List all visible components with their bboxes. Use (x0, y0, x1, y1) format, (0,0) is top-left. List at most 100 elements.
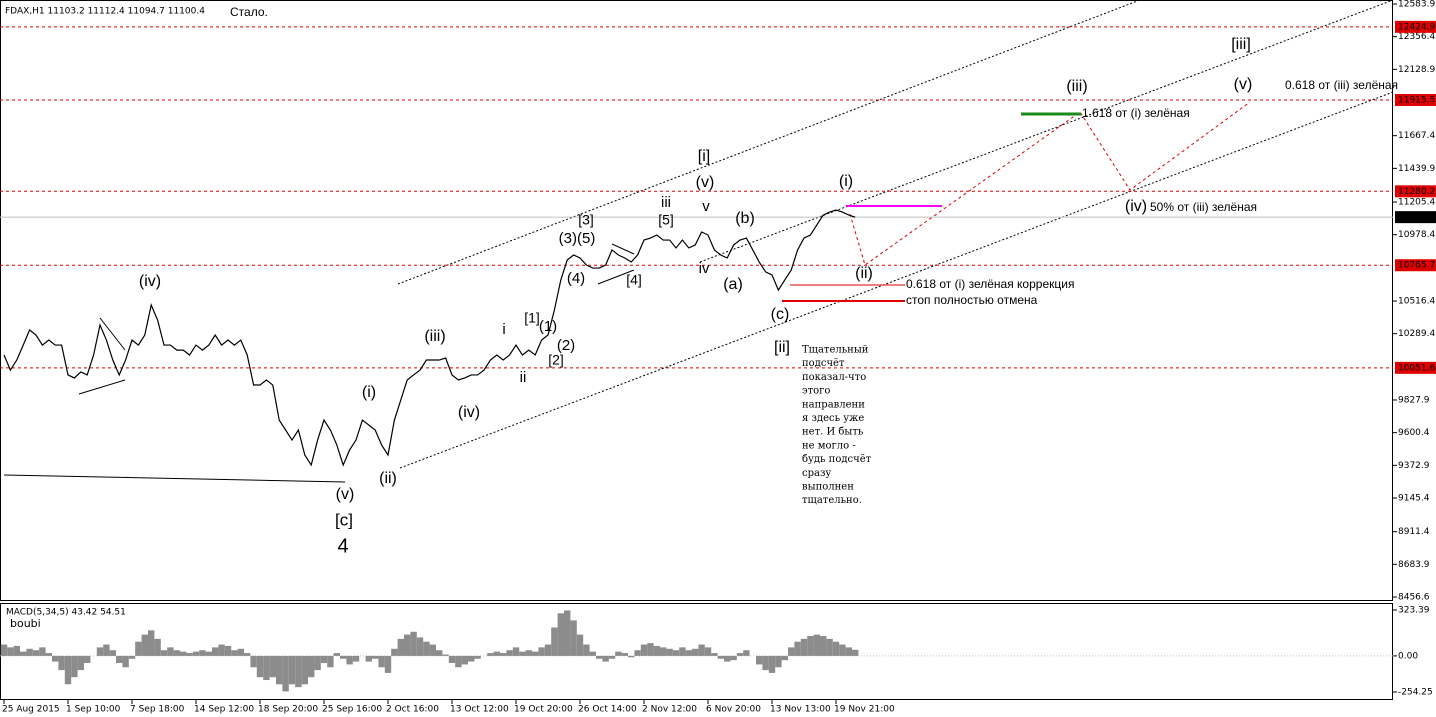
y-tick-label: 9827.9 (1398, 395, 1430, 405)
macd-bar (384, 655, 392, 673)
wave-label: i (502, 321, 505, 338)
wave-label: 4 (337, 535, 348, 557)
macd-bar (160, 650, 168, 656)
level-box (1395, 259, 1436, 272)
macd-bar (0, 644, 8, 656)
x-tick-label: 2 Oct 16:00 (386, 705, 439, 715)
macd-bar (602, 655, 609, 662)
level-label: 10051.6 (1398, 363, 1435, 373)
macd-bar (410, 631, 417, 656)
wave-label: iv (699, 260, 710, 277)
macd-bar (500, 653, 507, 656)
level-label: 11280.2 (1398, 187, 1435, 197)
macd-bar (442, 654, 449, 656)
macd-bar (743, 650, 750, 656)
macd-title: MACD(5,34,5) 43.42 54.51 (6, 608, 126, 618)
macd-bar (180, 651, 187, 656)
macd-bar (653, 645, 660, 656)
macd-bar (839, 644, 846, 656)
y-tick-label: 9600.4 (1398, 428, 1430, 438)
macd-bar (244, 653, 251, 656)
comment-line: Тщательный (802, 345, 869, 356)
x-tick-label: 7 Sep 18:00 (130, 705, 185, 715)
macd-bar (231, 650, 238, 656)
comment-line: будь подсчёт (802, 454, 872, 465)
macd-bar (340, 655, 347, 659)
level-box (1395, 20, 1436, 33)
macd-bar (416, 637, 424, 656)
wave-label: (iv) (1125, 198, 1147, 215)
macd-bar (544, 644, 552, 656)
macd-bar (237, 648, 244, 656)
macd-bar (519, 651, 526, 656)
macd-bar (570, 620, 577, 656)
y-tick-label: 323.39 (1398, 605, 1430, 615)
macd-bar (103, 644, 110, 656)
macd-bar (589, 651, 596, 656)
level-box (1395, 94, 1436, 107)
level-box (1395, 361, 1436, 374)
wave-label: [1] (524, 310, 540, 326)
macd-bar (845, 647, 852, 656)
macd-bar (218, 644, 225, 656)
macd-bar (58, 655, 65, 671)
macd-bar (192, 651, 200, 656)
x-tick-label: 13 Nov 13:00 (770, 705, 831, 715)
macd-bar (167, 647, 174, 656)
macd-bar (391, 648, 398, 656)
wave-label: (i) (362, 384, 376, 401)
macd-bar (314, 655, 321, 671)
macd-bar (7, 647, 14, 656)
macd-bar (365, 655, 372, 662)
macd-bar (711, 653, 718, 656)
macd-bar (692, 648, 699, 656)
macd-bar (724, 655, 731, 662)
macd-bar (551, 627, 558, 656)
macd-bar (493, 651, 500, 656)
x-tick-label: 25 Aug 2015 (2, 705, 60, 715)
macd-bar (576, 634, 584, 656)
wave-label: (iii) (1066, 78, 1087, 95)
macd-bar (474, 655, 481, 659)
y-tick-label: 10516.4 (1398, 297, 1435, 307)
wave-label: [2] (548, 352, 564, 368)
macd-bar (564, 610, 571, 656)
macd-bar (13, 645, 20, 656)
macd-bar (455, 655, 462, 668)
macd-bar (32, 650, 40, 656)
note: Стало. (230, 5, 268, 19)
macd-bar (468, 655, 475, 662)
macd-bar (512, 647, 520, 656)
x-tick-label: 19 Oct 20:00 (514, 705, 573, 715)
wave-label: [4] (626, 272, 642, 288)
macd-bar (583, 644, 590, 656)
macd-bar (122, 655, 129, 668)
y-tick-label: 0.00 (1398, 651, 1418, 661)
macd-bar (404, 634, 411, 656)
macd-bar (794, 641, 801, 656)
macd-bar (269, 655, 276, 678)
macd-bar (263, 655, 270, 681)
macd-bar (45, 653, 52, 656)
macd-bar (826, 638, 833, 656)
macd-bar (762, 655, 769, 671)
y-tick-label: 12356.4 (1398, 32, 1435, 42)
x-tick-label: 1 Sep 10:00 (66, 705, 121, 715)
x-tick-label: 19 Nov 21:00 (834, 705, 895, 715)
macd-bar (640, 644, 648, 656)
drawn-lines (3, 0, 1394, 483)
macd-bar (647, 643, 654, 656)
y-tick-label: 8456.6 (1398, 593, 1430, 603)
symbol-info: FDAX,H1 11103.2 11112.4 11094.7 11100.4 (5, 7, 205, 17)
macd-bar (768, 655, 776, 673)
macd-bar (173, 650, 180, 656)
macd-bar (756, 655, 763, 665)
x-tick-label: 6 Nov 20:00 (706, 705, 761, 715)
wave-label: 0.618 от (i) зелёная коррекция (906, 277, 1074, 291)
macd-bar (397, 638, 404, 656)
macd-bar (730, 655, 737, 661)
wave-label: (c) (771, 306, 790, 323)
macd-bar (128, 655, 136, 659)
macd-bar (679, 647, 686, 656)
comment-line: нет. И быть (802, 427, 864, 438)
